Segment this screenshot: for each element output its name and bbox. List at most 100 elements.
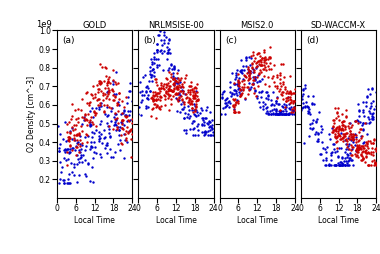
- Point: [276, 89, 282, 93]
- Point: [238, 68, 244, 72]
- Point: [276, 112, 282, 116]
- Point: [370, 141, 376, 145]
- Point: [244, 85, 250, 89]
- Point: [231, 82, 237, 86]
- Point: [236, 84, 242, 88]
- Point: [122, 136, 128, 140]
- Point: [68, 161, 74, 165]
- Point: [161, 49, 167, 53]
- Point: [191, 89, 197, 93]
- Point: [345, 163, 351, 167]
- Point: [160, 68, 166, 72]
- Point: [80, 153, 86, 157]
- Point: [273, 101, 279, 105]
- Point: [348, 138, 354, 142]
- Point: [264, 109, 270, 113]
- Point: [124, 129, 130, 133]
- Point: [65, 157, 71, 161]
- Point: [290, 101, 296, 105]
- Point: [96, 87, 102, 91]
- Point: [231, 110, 237, 114]
- Point: [246, 55, 252, 59]
- Point: [287, 98, 293, 102]
- Point: [229, 92, 235, 96]
- Point: [274, 112, 280, 116]
- Point: [116, 128, 122, 132]
- Point: [368, 163, 374, 167]
- Point: [358, 147, 364, 151]
- Point: [72, 108, 78, 112]
- Point: [339, 112, 345, 116]
- X-axis label: Local Time: Local Time: [237, 216, 278, 225]
- Point: [338, 131, 344, 135]
- Point: [254, 64, 260, 68]
- Point: [259, 63, 265, 67]
- Point: [177, 76, 184, 81]
- Point: [354, 150, 360, 154]
- Point: [174, 86, 180, 90]
- Point: [95, 90, 101, 94]
- Point: [110, 82, 116, 86]
- Point: [255, 59, 261, 63]
- Point: [71, 136, 78, 140]
- Point: [248, 56, 254, 60]
- Point: [191, 108, 197, 112]
- Point: [247, 69, 253, 73]
- Point: [241, 78, 247, 82]
- Point: [235, 80, 241, 84]
- Point: [370, 115, 376, 119]
- Point: [302, 86, 308, 90]
- Point: [174, 76, 180, 80]
- Point: [84, 133, 90, 137]
- Point: [112, 128, 119, 132]
- Point: [140, 75, 146, 79]
- Point: [227, 85, 233, 89]
- Point: [261, 63, 267, 67]
- Point: [160, 86, 166, 90]
- Point: [347, 129, 353, 133]
- Point: [242, 75, 249, 80]
- Point: [166, 88, 172, 92]
- Point: [358, 136, 364, 140]
- Point: [242, 74, 248, 78]
- Point: [103, 96, 109, 100]
- Point: [277, 76, 283, 81]
- Point: [288, 110, 294, 115]
- Point: [200, 118, 206, 122]
- Point: [291, 112, 297, 116]
- Point: [277, 73, 283, 77]
- Point: [233, 71, 239, 75]
- Point: [349, 123, 355, 128]
- Point: [194, 124, 200, 128]
- Point: [187, 127, 193, 131]
- Point: [326, 132, 332, 136]
- Point: [175, 92, 181, 96]
- Point: [261, 58, 268, 62]
- Point: [147, 66, 153, 70]
- Point: [93, 124, 99, 128]
- Point: [372, 160, 378, 164]
- Point: [101, 109, 107, 113]
- Point: [268, 103, 274, 107]
- Point: [104, 121, 110, 125]
- Point: [280, 62, 287, 66]
- Point: [255, 80, 261, 84]
- Point: [165, 41, 171, 45]
- Point: [354, 143, 360, 147]
- Point: [161, 38, 167, 42]
- Point: [57, 160, 63, 164]
- Point: [66, 138, 72, 142]
- Point: [347, 156, 353, 160]
- Point: [335, 154, 341, 158]
- Point: [246, 69, 252, 73]
- Point: [342, 163, 348, 167]
- Point: [242, 96, 248, 100]
- Point: [164, 76, 170, 81]
- Point: [77, 138, 83, 142]
- Title: GOLD: GOLD: [82, 21, 107, 30]
- Point: [250, 81, 256, 85]
- Point: [104, 81, 110, 85]
- Point: [350, 145, 356, 149]
- Point: [342, 150, 348, 154]
- Point: [339, 120, 345, 124]
